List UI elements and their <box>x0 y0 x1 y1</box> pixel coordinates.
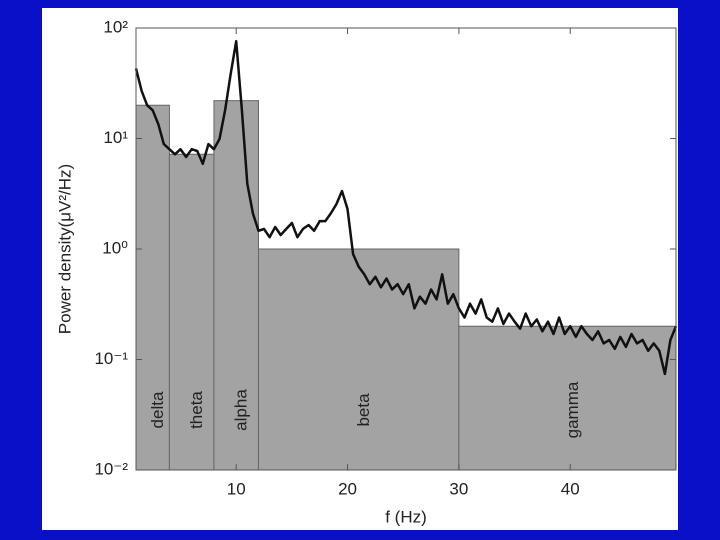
bar <box>213 100 259 471</box>
band-label: alpha <box>232 389 251 431</box>
bar <box>257 248 460 471</box>
x-tick-label: 40 <box>561 479 580 498</box>
bar <box>135 104 170 471</box>
band-label: delta <box>148 391 167 428</box>
y-axis-label: Power density(μV²/Hz) <box>55 164 74 334</box>
spectrum-line <box>134 39 678 376</box>
band-label: theta <box>187 391 206 429</box>
band-label: gamma <box>563 381 582 438</box>
x-axis-label: f (Hz) <box>385 507 427 526</box>
x-tick-label: 10 <box>227 479 246 498</box>
plot-area: delta theta alpha beta gamma <box>134 39 678 471</box>
y-tick-label: 10⁻¹ <box>94 349 128 368</box>
x-tick-label: 20 <box>338 479 357 498</box>
y-tick-label: 10⁰ <box>102 238 128 257</box>
y-tick-label: 10² <box>103 17 128 36</box>
y-tick-label: 10⁻² <box>94 459 128 478</box>
y-tick-label: 10¹ <box>103 128 128 147</box>
band-label: beta <box>354 393 373 427</box>
x-tick-label: 30 <box>449 479 468 498</box>
